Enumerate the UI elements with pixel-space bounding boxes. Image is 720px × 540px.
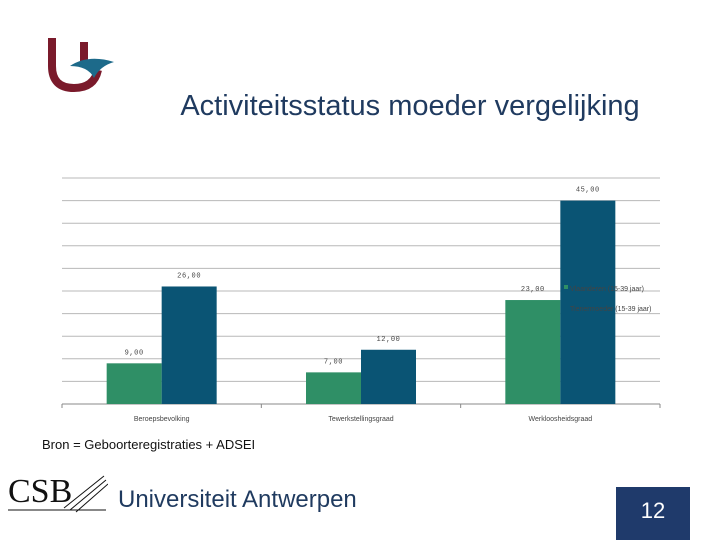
data-label: 23,00: [521, 286, 545, 294]
legend-swatch: [564, 285, 568, 289]
bar-2: [161, 286, 217, 404]
university-logo-icon: [48, 38, 114, 93]
category-label: Beroepsbevolking: [134, 416, 190, 423]
bar-2: [560, 200, 616, 404]
data-label: 26,00: [177, 272, 201, 280]
category-label: Tewerkstellingsgraad: [328, 416, 393, 423]
bar-1: [505, 300, 561, 404]
page-number-box: [616, 487, 690, 540]
data-label: 9,00: [125, 349, 144, 357]
page-number: 12: [640, 498, 666, 523]
legend-label: Tienermoeder (15-39 jaar): [570, 306, 651, 313]
bar-2: [361, 349, 416, 404]
bar-1: [106, 363, 162, 404]
csb-logo-icon: CSB: [8, 473, 108, 513]
legend-swatch: [564, 305, 568, 309]
source-note: Bron = Geboorteregistraties + ADSEI: [42, 437, 256, 452]
university-name: Universiteit Antwerpen: [118, 486, 357, 513]
slide-title: Activiteitsstatus moeder vergelijking: [180, 90, 640, 122]
legend-label: Vlaanderen (15-39 jaar): [570, 286, 644, 293]
data-label: 45,00: [576, 187, 600, 195]
data-label: 7,00: [324, 358, 343, 366]
category-label: Werkloosheidsgraad: [528, 416, 592, 423]
csb-logo-text: CSB: [8, 473, 72, 510]
bar-1: [306, 372, 361, 404]
data-label: 12,00: [376, 336, 400, 344]
bar-chart: 9,00 26,00 Beroepsbevolking 7,00 12,00 Tewerk…: [61, 177, 661, 423]
